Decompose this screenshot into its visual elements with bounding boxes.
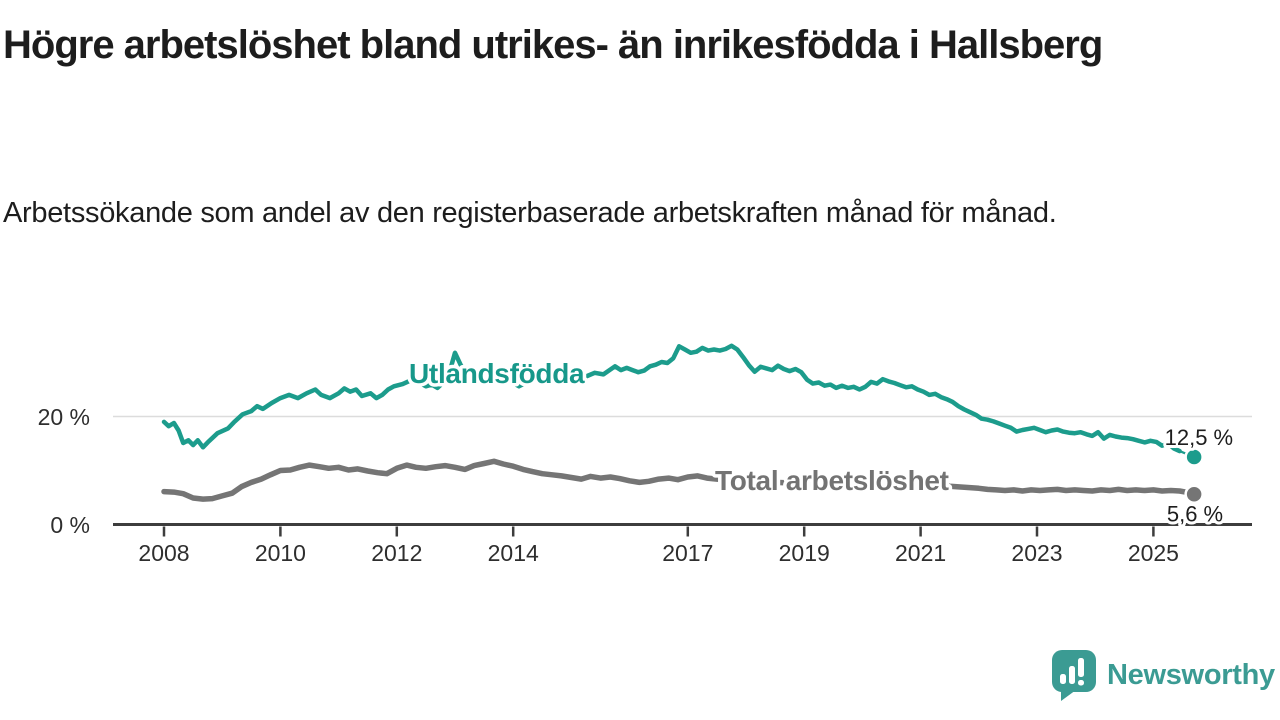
y-tick-label: 20 % [38, 404, 90, 430]
newsworthy-logo: Newsworthy [1050, 648, 1275, 702]
newsworthy-logo-icon [1052, 650, 1096, 701]
x-axis: 2008 2010 2012 2014 2017 2019 2021 2023 2025 [113, 523, 1252, 566]
x-tick-label: 2025 [1128, 540, 1179, 566]
x-tick-label: 2019 [779, 540, 830, 566]
y-tick-label: 0 % [50, 512, 90, 538]
utlandsfodda-series-label: Utlandsfödda [409, 358, 585, 389]
x-tick-label: 2021 [895, 540, 946, 566]
x-tick-label: 2014 [488, 540, 539, 566]
total-end-value: 5,6 % [1167, 501, 1223, 526]
page-title: Högre arbetslöshet bland utrikes- än inr… [3, 23, 1103, 67]
utlandsfodda-endpoint-dot [1184, 447, 1204, 467]
chart-subtitle: Arbetssökande som andel av den registerb… [3, 197, 1057, 229]
total-series-label: Total arbetslöshet [715, 465, 949, 496]
utlandsfodda-end-value: 12,5 % [1165, 425, 1234, 450]
x-tick-label: 2017 [662, 540, 713, 566]
x-tick-label: 2023 [1011, 540, 1062, 566]
x-tick-label: 2008 [138, 540, 189, 566]
total-endpoint-dot [1184, 484, 1204, 505]
total-arbetsloshet-line [161, 458, 1196, 502]
series-lines [161, 343, 1196, 502]
x-tick-label: 2012 [371, 540, 422, 566]
y-axis-labels: 0 % 20 % [38, 404, 90, 538]
utlandsfodda-line [161, 343, 1182, 454]
x-tick-label: 2010 [255, 540, 306, 566]
brand-name: Newsworthy [1107, 658, 1275, 691]
